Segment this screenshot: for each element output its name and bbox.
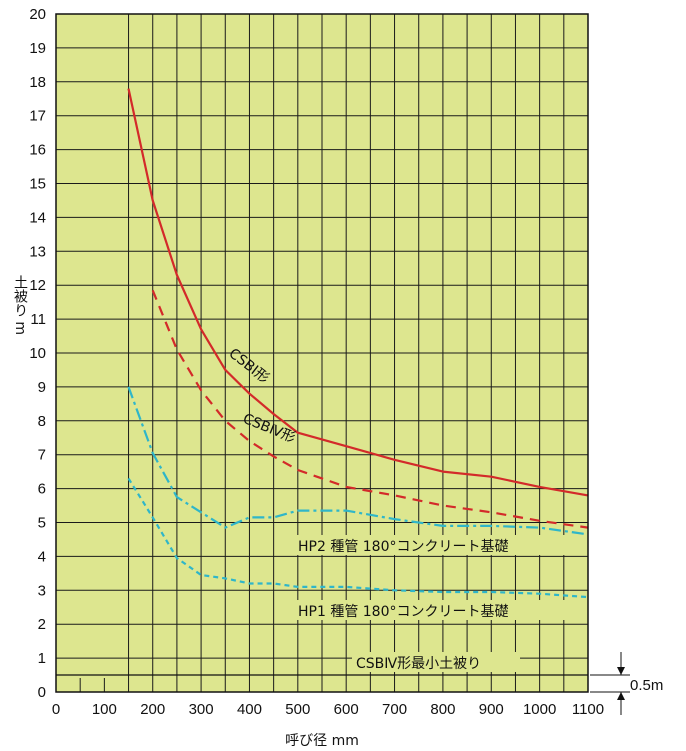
y-tick-label: 12 [29, 277, 46, 294]
annotation-hp1: HP1 種管 180°コンクリート基礎 [298, 603, 509, 620]
dimension-arrow-top [617, 667, 625, 675]
x-tick-label: 100 [92, 701, 117, 718]
series-line-3 [127, 477, 589, 599]
y-tick-label: 2 [38, 616, 46, 633]
y-tick-label: 4 [38, 548, 46, 565]
series-line-0 [127, 88, 589, 497]
x-tick-label: 1100 [572, 701, 604, 718]
y-tick-label: 16 [29, 142, 46, 159]
y-tick-label: 5 [38, 515, 46, 532]
annotation-min-cover: CSBⅣ形最小土被り [356, 656, 481, 672]
series-line-2 [127, 386, 589, 536]
y-tick-label: 9 [38, 379, 46, 396]
x-tick-label: 900 [479, 701, 504, 718]
series-group [56, 88, 589, 676]
y-tick-label: 1 [38, 650, 46, 667]
y-tick-label: 10 [29, 345, 46, 362]
series-line-1 [151, 289, 589, 529]
y-tick-label: 7 [38, 447, 46, 464]
x-tick-label: 500 [285, 701, 310, 718]
dimension-arrow-bottom [617, 692, 625, 700]
x-tick-label: 1000 [523, 701, 556, 718]
plot-frame [55, 13, 589, 693]
y-tick-label: 8 [38, 413, 46, 430]
y-tick-label: 11 [30, 311, 46, 328]
y-tick-label: 17 [29, 108, 46, 125]
label-bg-hp1 [296, 600, 566, 620]
x-tick-label: 600 [334, 701, 359, 718]
y-axis-label: 土被り m [12, 275, 28, 335]
y-tick-label: 20 [29, 6, 46, 23]
annotation-hp2: HP2 種管 180°コンクリート基礎 [298, 538, 509, 555]
y-tick-label: 15 [29, 176, 46, 193]
x-tick-label: 200 [140, 701, 165, 718]
label-bg-min [352, 652, 520, 672]
y-tick-label: 19 [29, 40, 46, 57]
y-tick-label: 13 [29, 243, 46, 260]
grid [56, 13, 589, 693]
x-tick-label: 300 [189, 701, 214, 718]
x-tick-label: 400 [237, 701, 262, 718]
label-bg-hp2 [296, 535, 566, 555]
x-tick-label: 0 [52, 701, 60, 718]
y-tick-label: 6 [38, 481, 46, 498]
x-tick-label: 700 [382, 701, 407, 718]
dimension-label: 0.5m [630, 677, 663, 694]
x-tick-labels: 0 100 200 300 400 500 600 700 800 900 1000 1100 [52, 701, 604, 718]
y-tick-label: 18 [29, 74, 46, 91]
x-tick-label: 800 [430, 701, 455, 718]
y-tick-label: 3 [38, 582, 46, 599]
y-tick-label: 14 [29, 209, 46, 226]
y-tick-label: 0 [38, 684, 46, 701]
x-axis-label: 呼び径 mm [285, 733, 359, 749]
